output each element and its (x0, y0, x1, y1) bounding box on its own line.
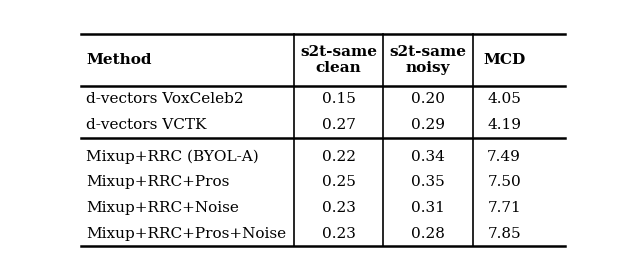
Text: 0.22: 0.22 (321, 150, 355, 163)
Text: Mixup+RRC+Pros+Noise: Mixup+RRC+Pros+Noise (86, 227, 286, 240)
Text: 0.31: 0.31 (411, 201, 445, 215)
Text: Method: Method (86, 53, 152, 67)
Text: d-vectors VCTK: d-vectors VCTK (86, 118, 207, 132)
Text: 4.19: 4.19 (487, 118, 521, 132)
Text: 0.20: 0.20 (411, 92, 445, 106)
Text: d-vectors VoxCeleb2: d-vectors VoxCeleb2 (86, 92, 244, 106)
Text: s2t-same
noisy: s2t-same noisy (389, 45, 466, 75)
Text: 4.05: 4.05 (487, 92, 521, 106)
Text: 7.49: 7.49 (487, 150, 521, 163)
Text: 0.27: 0.27 (322, 118, 355, 132)
Text: 0.35: 0.35 (411, 175, 445, 189)
Text: 0.34: 0.34 (411, 150, 445, 163)
Text: Mixup+RRC+Pros: Mixup+RRC+Pros (86, 175, 229, 189)
Text: 0.15: 0.15 (322, 92, 355, 106)
Text: 7.71: 7.71 (487, 201, 521, 215)
Text: Mixup+RRC+Noise: Mixup+RRC+Noise (86, 201, 239, 215)
Text: 0.23: 0.23 (322, 227, 355, 240)
Text: 0.29: 0.29 (411, 118, 445, 132)
Text: s2t-same
clean: s2t-same clean (300, 45, 377, 75)
Text: 7.85: 7.85 (488, 227, 521, 240)
Text: Mixup+RRC (BYOL-A): Mixup+RRC (BYOL-A) (86, 149, 259, 164)
Text: 0.28: 0.28 (411, 227, 445, 240)
Text: 0.25: 0.25 (322, 175, 355, 189)
Text: 0.23: 0.23 (322, 201, 355, 215)
Text: MCD: MCD (483, 53, 525, 67)
Text: 7.50: 7.50 (487, 175, 521, 189)
